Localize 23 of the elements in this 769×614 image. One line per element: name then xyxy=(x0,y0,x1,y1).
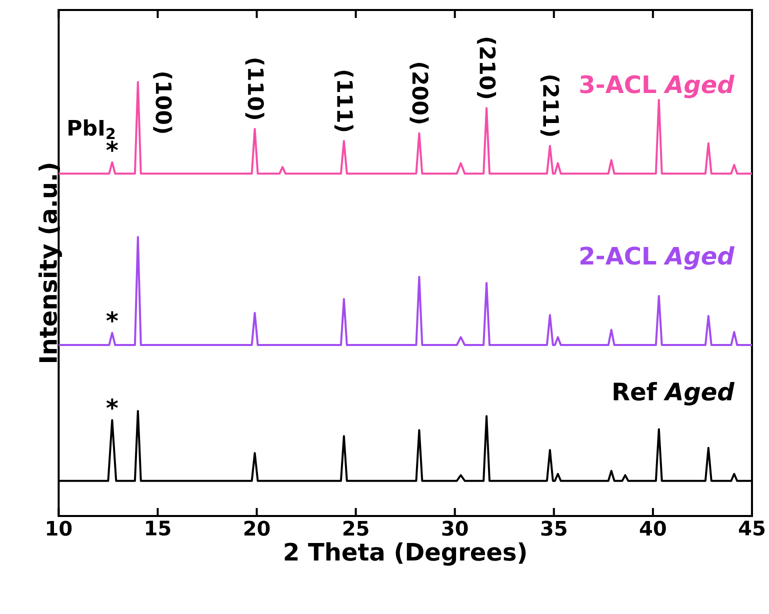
x-tick-label: 40 xyxy=(640,520,666,536)
annotation: * xyxy=(106,311,118,322)
x-tick-label: 20 xyxy=(244,520,270,536)
annotation: * xyxy=(106,140,118,152)
y-axis-title: Intensity (a.u.) xyxy=(38,164,62,362)
x-axis-title: 2 Theta (Degrees) xyxy=(284,542,526,566)
x-tick-label: 10 xyxy=(47,520,72,536)
annotation: (200) xyxy=(410,62,429,124)
x-tick-label: 45 xyxy=(738,520,764,536)
x-tick-label: 35 xyxy=(541,520,566,536)
series-label: 2-ACL Aged xyxy=(580,246,735,270)
x-tick-label: 25 xyxy=(343,520,368,536)
annotation: (110) xyxy=(245,58,264,119)
annotation: (211) xyxy=(540,76,560,136)
x-tick-label: 30 xyxy=(442,520,468,536)
annotation: (100) xyxy=(153,72,172,133)
series-label: Ref Aged xyxy=(614,382,735,406)
series-label: 3-ACL Aged xyxy=(580,74,735,98)
x-tick-label: 15 xyxy=(146,520,170,536)
annotation: PbI$_{2}$ xyxy=(68,119,115,140)
annotation: (210) xyxy=(477,38,496,98)
annotation: * xyxy=(106,398,118,410)
annotation: (111) xyxy=(334,70,354,132)
